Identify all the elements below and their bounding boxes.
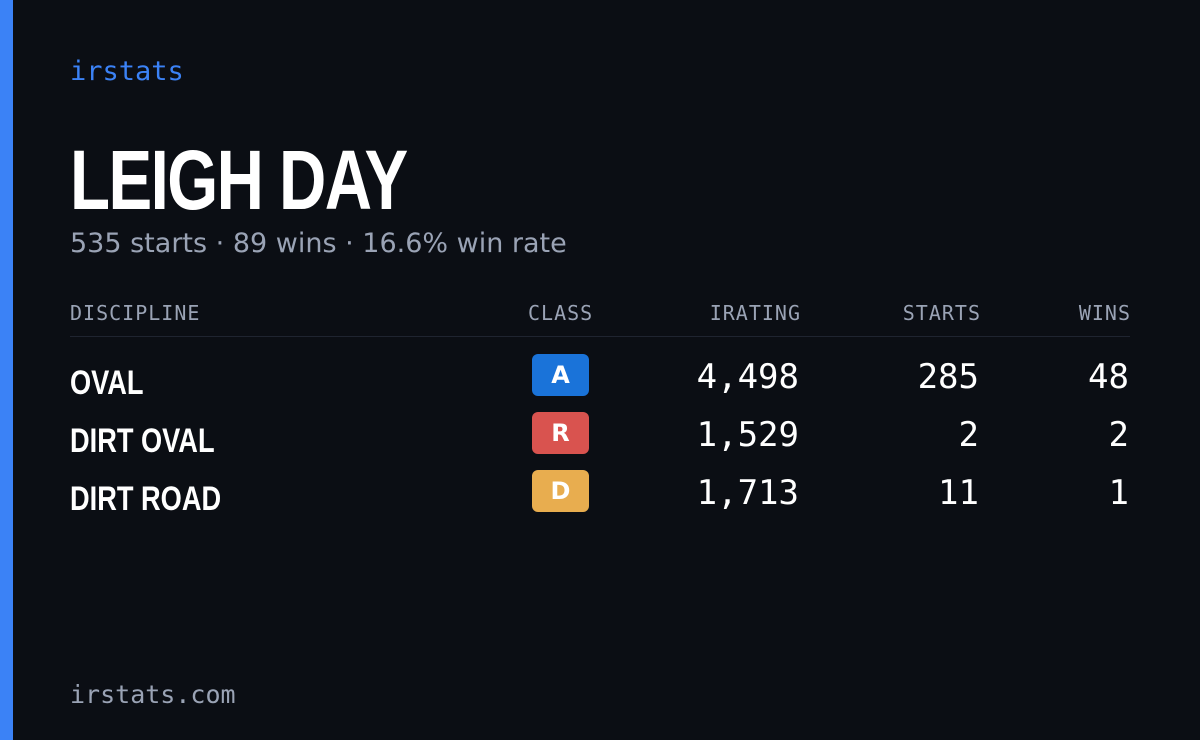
irating: 1,713 [696, 473, 799, 513]
starts: 285 [917, 357, 979, 397]
class-badge: D [532, 470, 589, 512]
header-starts: STARTS [902, 301, 981, 325]
irating: 1,529 [696, 415, 799, 455]
starts: 11 [938, 473, 979, 513]
header-irating: IRATING [709, 301, 801, 325]
discipline: DIRT OVAL [70, 422, 215, 460]
starts: 2 [958, 415, 979, 455]
summary: 535 starts · 89 wins · 16.6% win rate [70, 228, 567, 259]
header-discipline: DISCIPLINE [70, 301, 201, 325]
header-rule [70, 336, 1130, 337]
header-class: CLASS [528, 301, 594, 325]
wins: 1 [1108, 473, 1129, 513]
accent-bar [0, 0, 13, 740]
class-badge: A [532, 354, 589, 396]
header-wins: WINS [1078, 301, 1131, 325]
class-badge: R [532, 412, 589, 454]
footer-url: irstats.com [70, 680, 236, 709]
driver-name: LEIGH DAY [70, 133, 408, 227]
discipline: DIRT ROAD [70, 480, 222, 518]
brand: irstats [70, 56, 184, 87]
wins: 48 [1088, 357, 1129, 397]
irating: 4,498 [696, 357, 799, 397]
discipline: OVAL [70, 364, 144, 402]
wins: 2 [1108, 415, 1129, 455]
